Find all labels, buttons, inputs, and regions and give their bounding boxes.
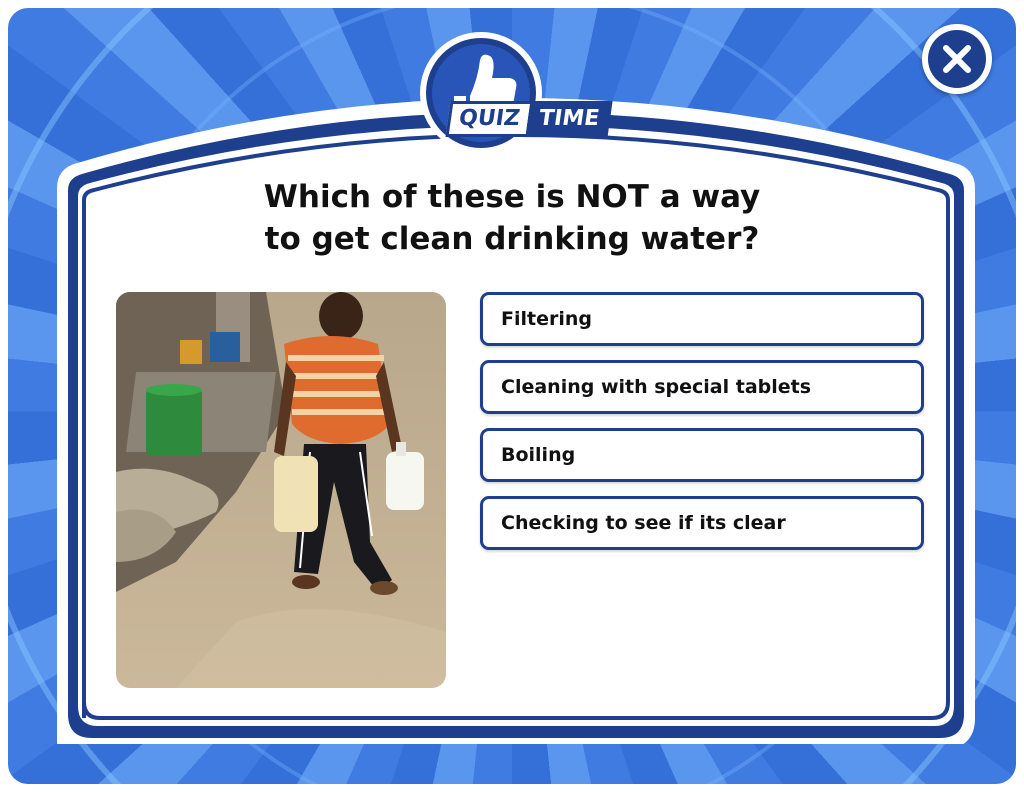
answer-option-tablets[interactable]: Cleaning with special tablets xyxy=(480,360,924,414)
close-button[interactable] xyxy=(922,24,992,94)
answer-label: Cleaning with special tablets xyxy=(501,376,812,398)
question-line-1: Which of these is NOT a way xyxy=(263,179,761,215)
time-word: TIME xyxy=(525,101,613,137)
answer-option-checking-clear[interactable]: Checking to see if its clear xyxy=(480,496,924,550)
close-icon xyxy=(943,45,971,73)
question-photo xyxy=(116,292,446,688)
quiz-word: QUIZ xyxy=(445,101,534,137)
answer-option-boiling[interactable]: Boiling xyxy=(480,428,924,482)
answer-label: Checking to see if its clear xyxy=(501,512,786,534)
answer-label: Boiling xyxy=(501,444,576,466)
photo-child-carrying-water-jugs xyxy=(116,292,446,688)
answer-list: Filtering Cleaning with special tablets … xyxy=(480,292,924,564)
answer-option-filtering[interactable]: Filtering xyxy=(480,292,924,346)
answer-label: Filtering xyxy=(501,308,592,330)
question-text: Which of these is NOT a way to get clean… xyxy=(200,176,824,260)
quiz-time-label: QUIZ TIME xyxy=(445,100,613,138)
question-line-2: to get clean drinking water? xyxy=(264,221,760,257)
